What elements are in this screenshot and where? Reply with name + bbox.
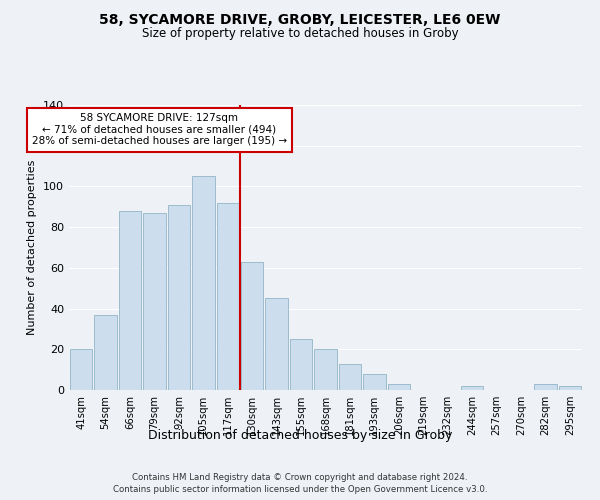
Y-axis label: Number of detached properties: Number of detached properties [28,160,37,335]
Bar [363,374,386,390]
Bar [192,176,215,390]
Bar [534,384,557,390]
Bar [167,205,190,390]
Bar [70,350,92,390]
Bar [338,364,361,390]
Text: Size of property relative to detached houses in Groby: Size of property relative to detached ho… [142,28,458,40]
Bar [559,386,581,390]
Text: Distribution of detached houses by size in Groby: Distribution of detached houses by size … [148,428,452,442]
Bar [388,384,410,390]
Bar [241,262,263,390]
Bar [119,211,142,390]
Bar [314,350,337,390]
Bar [143,213,166,390]
Bar [461,386,484,390]
Bar [94,314,117,390]
Text: 58 SYCAMORE DRIVE: 127sqm
← 71% of detached houses are smaller (494)
28% of semi: 58 SYCAMORE DRIVE: 127sqm ← 71% of detac… [32,113,287,146]
Text: Contains public sector information licensed under the Open Government Licence v3: Contains public sector information licen… [113,484,487,494]
Bar [217,202,239,390]
Bar [290,339,313,390]
Bar [265,298,288,390]
Text: Contains HM Land Registry data © Crown copyright and database right 2024.: Contains HM Land Registry data © Crown c… [132,473,468,482]
Text: 58, SYCAMORE DRIVE, GROBY, LEICESTER, LE6 0EW: 58, SYCAMORE DRIVE, GROBY, LEICESTER, LE… [100,12,500,26]
